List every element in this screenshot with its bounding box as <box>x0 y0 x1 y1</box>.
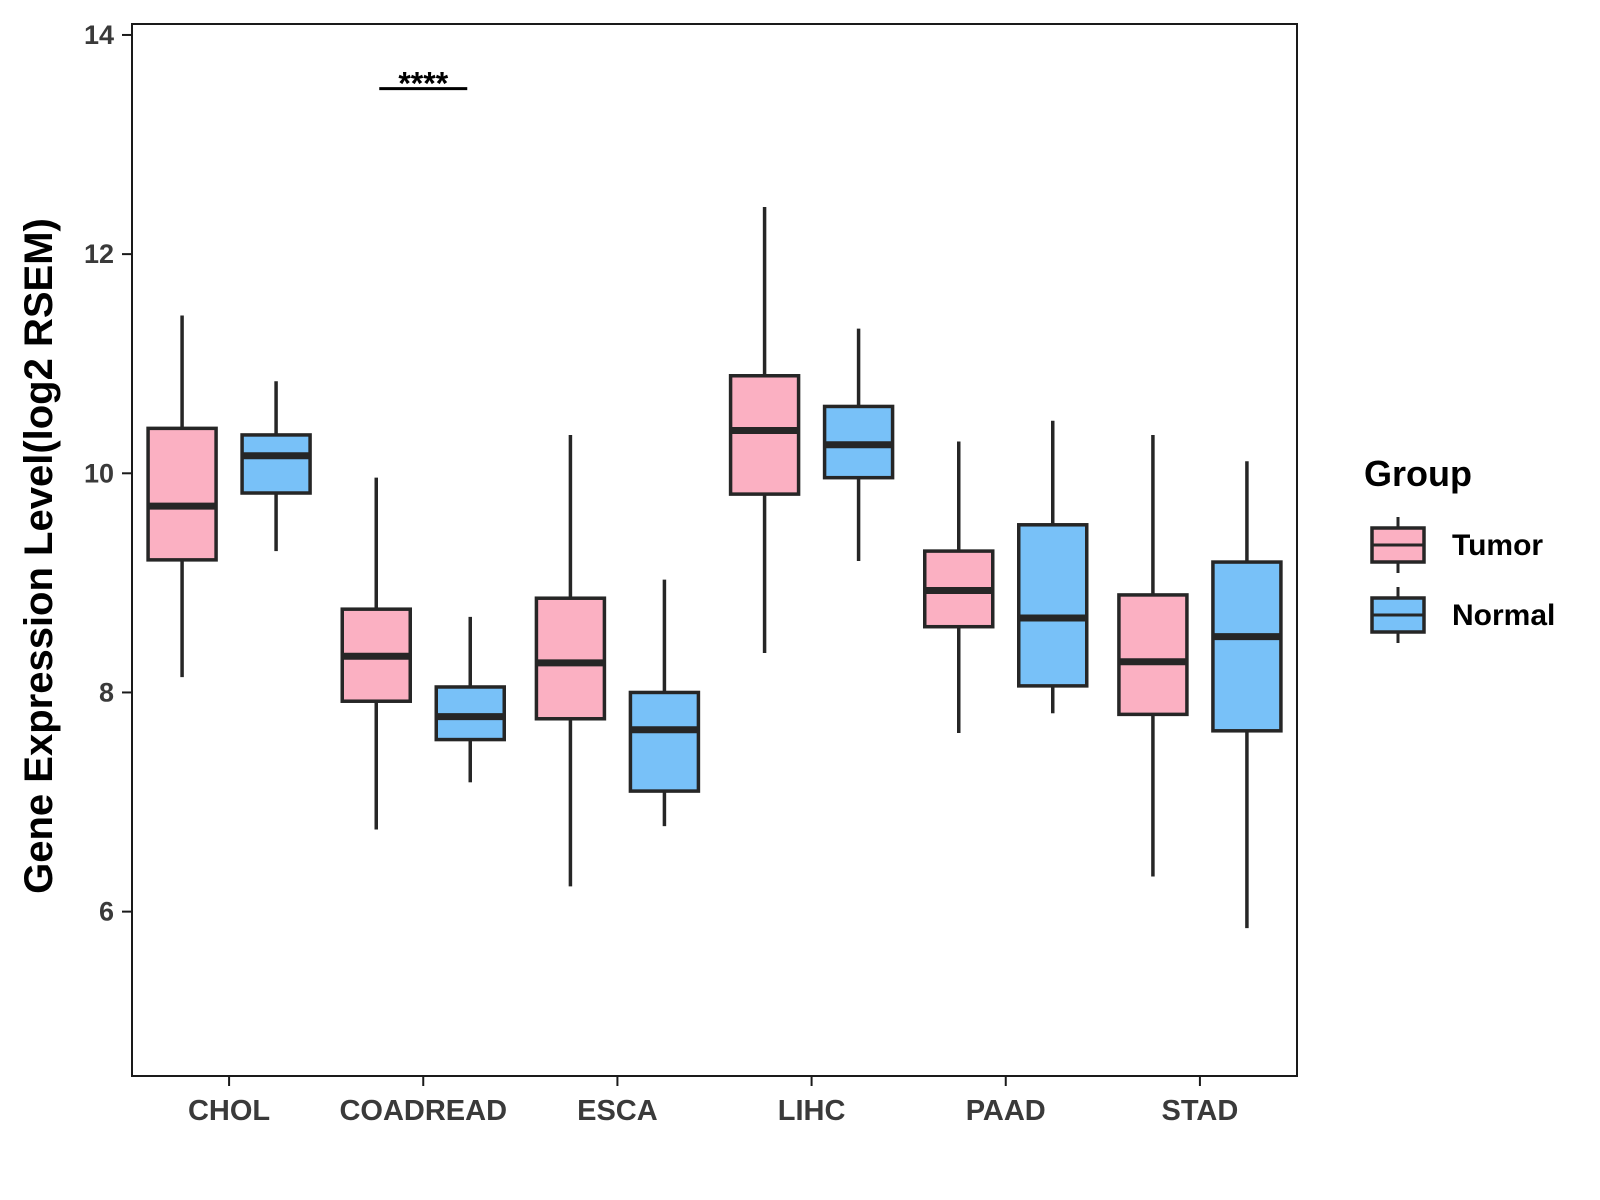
plot-area <box>131 23 1298 1077</box>
legend-entry-tumor: Tumor <box>1370 517 1543 573</box>
legend-label: Normal <box>1452 599 1555 632</box>
y-tick-label: 10 <box>84 458 114 488</box>
x-axis: CHOL COADREAD ESCA LIHC PAAD STAD <box>188 1076 1238 1127</box>
annotations: **** <box>379 66 468 102</box>
box-iqr <box>628 690 701 793</box>
box-iqr <box>1017 523 1089 688</box>
box-normal-coadread <box>434 616 506 783</box>
box-tumor-paad <box>923 441 995 734</box>
y-tick-label: 8 <box>99 677 114 707</box>
box-iqr <box>534 596 607 721</box>
legend: Group Tumor Normal <box>1364 453 1555 643</box>
y-tick-label: 6 <box>99 897 114 927</box>
x-tick-label: LIHC <box>778 1095 846 1127</box>
box-normal-stad <box>1211 461 1283 929</box>
x-tick-label: ESCA <box>577 1095 658 1127</box>
x-tick-label: CHOL <box>188 1095 270 1127</box>
box-tumor-stad <box>1117 434 1189 877</box>
box-normal-chol <box>240 381 312 552</box>
box-iqr <box>240 433 312 495</box>
box-iqr <box>728 374 801 496</box>
significance-label: **** <box>398 66 448 102</box>
box-normal-lihc <box>822 328 895 561</box>
legend-entry-normal: Normal <box>1370 587 1555 643</box>
box-tumor-lihc <box>728 207 801 654</box>
box-tumor-coadread <box>340 477 412 830</box>
box-tumor-esca <box>534 434 607 887</box>
y-tick-label: 12 <box>84 239 114 269</box>
panel-border <box>131 23 1298 1077</box>
y-axis: 6 8 10 12 14 <box>84 20 132 927</box>
y-tick-label: 14 <box>84 20 114 50</box>
box-tumor-chol <box>146 315 218 678</box>
x-tick-label: COADREAD <box>339 1095 507 1127</box>
legend-label: Tumor <box>1452 529 1543 562</box>
x-tick-label: PAAD <box>966 1095 1046 1127</box>
box-normal-esca <box>628 579 701 827</box>
box-normal-paad <box>1017 420 1089 714</box>
box-iqr <box>1117 593 1189 717</box>
box-iqr <box>146 426 218 562</box>
box-iqr <box>1211 560 1283 733</box>
y-axis-title: Gene Expression Level(log2 RSEM) <box>17 218 61 894</box>
x-tick-label: STAD <box>1162 1095 1239 1127</box>
legend-title: Group <box>1364 453 1472 494</box>
